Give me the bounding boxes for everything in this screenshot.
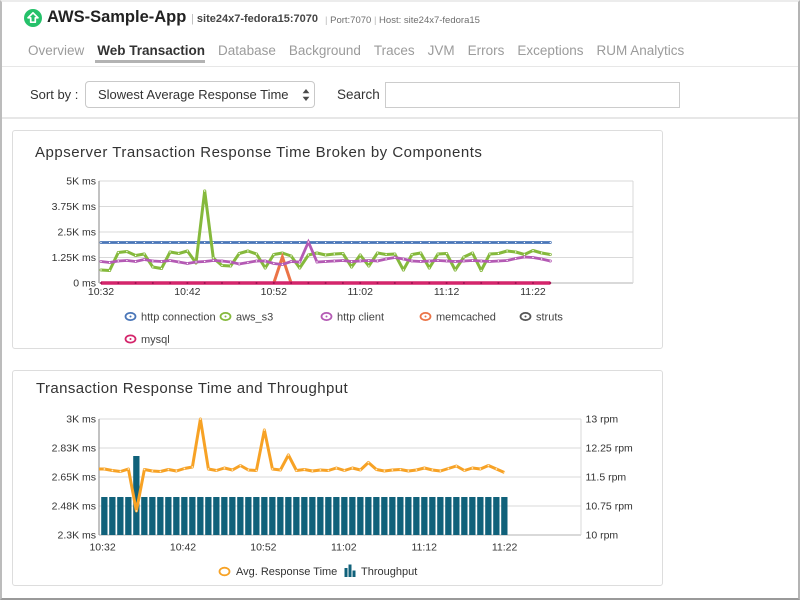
svg-text:11.5 rpm: 11.5 rpm (586, 471, 627, 483)
svg-text:mysql: mysql (141, 334, 170, 346)
svg-text:11:22: 11:22 (492, 542, 518, 554)
svg-text:10:52: 10:52 (261, 286, 287, 298)
svg-text:Throughput: Throughput (361, 566, 417, 578)
svg-text:11:22: 11:22 (520, 286, 546, 298)
svg-text:12.25 rpm: 12.25 rpm (586, 442, 634, 454)
svg-text:2.65K ms: 2.65K ms (52, 471, 96, 483)
svg-text:10 rpm: 10 rpm (586, 529, 619, 541)
svg-text:struts: struts (536, 311, 563, 323)
svg-text:10:42: 10:42 (174, 286, 200, 298)
svg-text:aws_s3: aws_s3 (236, 311, 273, 323)
svg-text:2.3K ms: 2.3K ms (57, 529, 96, 541)
svg-text:1.25K ms: 1.25K ms (52, 252, 96, 264)
svg-text:memcached: memcached (436, 311, 496, 323)
svg-text:13 rpm: 13 rpm (586, 413, 619, 425)
svg-text:5K ms: 5K ms (66, 175, 96, 187)
svg-text:10:32: 10:32 (88, 286, 114, 298)
svg-text:http connection: http connection (141, 311, 216, 323)
svg-text:http client: http client (337, 311, 384, 323)
svg-text:10:42: 10:42 (170, 542, 196, 554)
svg-text:11:12: 11:12 (411, 542, 437, 554)
svg-text:Avg. Response Time: Avg. Response Time (236, 566, 337, 578)
svg-text:10.75 rpm: 10.75 rpm (586, 500, 634, 512)
svg-text:3.75K ms: 3.75K ms (52, 201, 96, 213)
svg-text:2.83K ms: 2.83K ms (52, 442, 96, 454)
svg-text:11:12: 11:12 (434, 286, 460, 298)
svg-text:10:52: 10:52 (250, 542, 276, 554)
svg-text:2.5K ms: 2.5K ms (57, 226, 96, 238)
svg-text:3K ms: 3K ms (66, 413, 96, 425)
svg-text:11:02: 11:02 (347, 286, 373, 298)
svg-text:11:02: 11:02 (331, 542, 357, 554)
svg-text:0 ms: 0 ms (73, 277, 96, 289)
svg-text:2.48K ms: 2.48K ms (52, 500, 96, 512)
svg-text:10:32: 10:32 (89, 542, 115, 554)
